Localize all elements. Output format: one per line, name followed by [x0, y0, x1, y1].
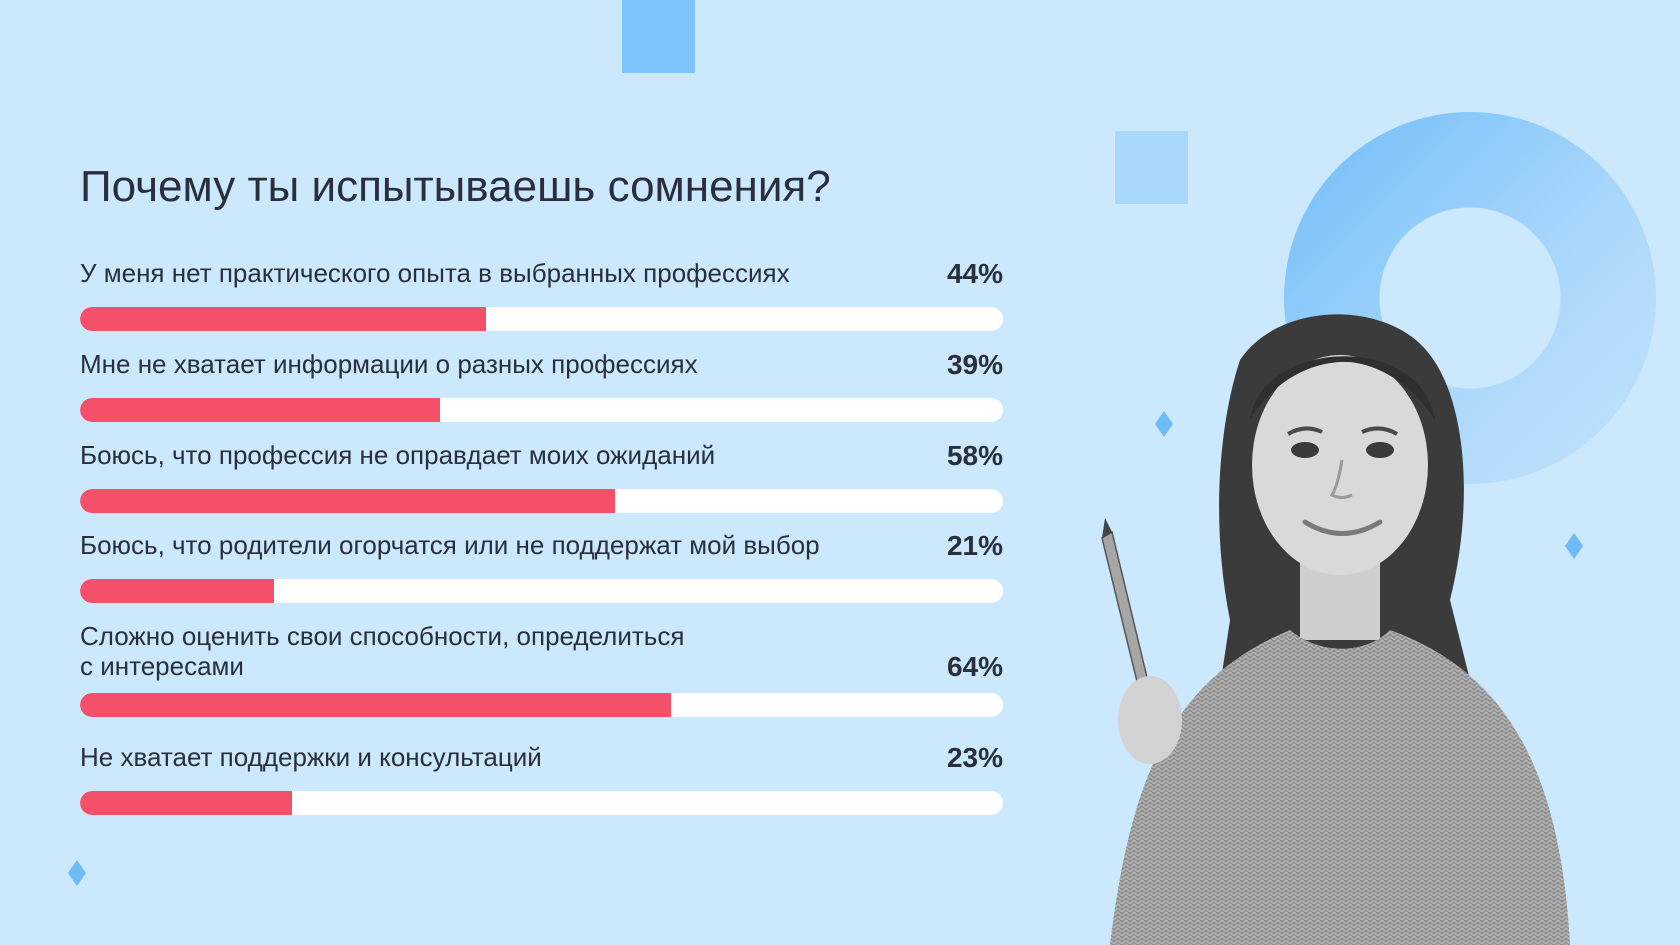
- bar-label: Боюсь, что родители огорчатся или не под…: [80, 530, 820, 560]
- bar-label: У меня нет практического опыта в выбранн…: [80, 258, 790, 288]
- bar: [80, 693, 671, 717]
- bar-label: Боюсь, что профессия не оправдает моих о…: [80, 440, 716, 470]
- bar: [80, 398, 440, 422]
- bar-value-label: 23%: [946, 742, 1003, 773]
- bar: [80, 791, 293, 815]
- bar-value-label: 58%: [946, 440, 1003, 471]
- bar: [80, 579, 274, 603]
- bar-value-label: 21%: [946, 530, 1003, 561]
- bar-value-label: 64%: [946, 651, 1003, 682]
- bar-track: [80, 398, 1003, 422]
- chart-title: Почему ты испытываешь сомнения?: [80, 162, 831, 211]
- bar: [80, 489, 616, 513]
- bar: [80, 307, 487, 331]
- bar-label: Не хватает поддержки и консультаций: [80, 742, 542, 772]
- decorative-square-top: [622, 0, 695, 73]
- diamond-icon: [1565, 533, 1583, 559]
- bar-label: Мне не хватает информации о разных профе…: [80, 349, 698, 379]
- bar-track: [80, 489, 1003, 513]
- diamond-icon: [1155, 411, 1173, 437]
- decorative-square: [1115, 131, 1188, 204]
- diamond-icon: [68, 860, 86, 886]
- bar-value-label: 44%: [946, 258, 1003, 289]
- girl-with-pencil-photo: [1101, 314, 1570, 945]
- bar-label: Сложно оценить свои способности, определ…: [80, 621, 685, 681]
- bar-track: [80, 307, 1003, 331]
- bar-track: [80, 579, 1003, 603]
- bar-track: [80, 791, 1003, 815]
- bar-track: [80, 693, 1003, 717]
- bar-value-label: 39%: [946, 349, 1003, 380]
